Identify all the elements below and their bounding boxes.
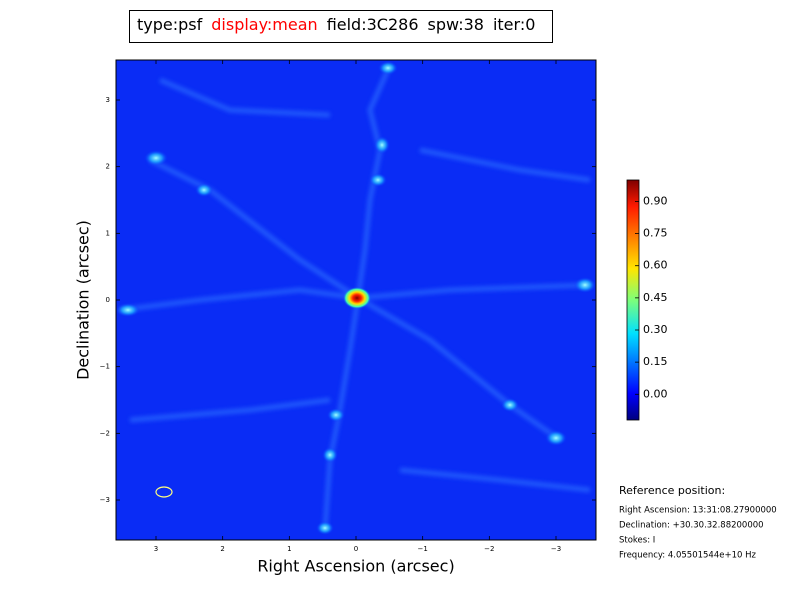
colorbar-tick-label: 0.90 — [643, 194, 668, 207]
y-axis-label: Declination (arcsec) — [74, 220, 93, 380]
title-text: type:psf display:mean field:3C286 spw:38 ite… — [137, 15, 535, 34]
colorbar-tick-label: 0.75 — [643, 227, 668, 240]
colorbar-tick-label: 0.60 — [643, 259, 668, 272]
title-part: iter:0 — [493, 15, 535, 34]
title-part: spw:38 — [428, 15, 484, 34]
colorbar-tick-label: 0.30 — [643, 323, 668, 336]
reference-line: Frequency: 4.05501544e+10 Hz — [619, 551, 756, 561]
beam-ellipse — [155, 486, 173, 498]
x-tick-label: 1 — [287, 545, 291, 553]
y-tick-label: 3 — [106, 96, 110, 104]
x-tick-label: 0 — [354, 545, 358, 553]
y-tick-label: 2 — [106, 163, 110, 171]
x-tick-label: 2 — [220, 545, 224, 553]
reference-line: Declination: +30.30.32.88200000 — [619, 521, 764, 531]
colorbar-tick-label: 0.15 — [643, 355, 668, 368]
title-part: display:mean — [211, 15, 317, 34]
x-axis-label: Right Ascension (arcsec) — [257, 557, 454, 576]
reference-heading: Reference position: — [619, 484, 725, 497]
title-part: field:3C286 — [327, 15, 419, 34]
colorbar-tick-label: 0.45 — [643, 291, 668, 304]
colorbar — [626, 179, 640, 421]
title: type:psf display:mean field:3C286 spw:38 ite… — [137, 15, 535, 34]
x-tick-label: −2 — [484, 545, 494, 553]
title-box — [129, 10, 553, 43]
y-tick-label: 1 — [106, 229, 110, 237]
psf-image — [116, 60, 596, 540]
colorbar-tick-label: 0.00 — [643, 387, 668, 400]
x-tick-label: 3 — [154, 545, 158, 553]
y-tick-label: 0 — [106, 296, 110, 304]
reference-line: Stokes: I — [619, 536, 655, 546]
x-tick-label: −1 — [418, 545, 428, 553]
y-tick-label: −3 — [100, 496, 110, 504]
x-tick-label: −3 — [551, 545, 561, 553]
title-part: type:psf — [137, 15, 203, 34]
reference-line: Right Ascension: 13:31:08.27900000 — [619, 506, 777, 516]
y-tick-label: −2 — [100, 429, 110, 437]
y-tick-label: −1 — [100, 363, 110, 371]
